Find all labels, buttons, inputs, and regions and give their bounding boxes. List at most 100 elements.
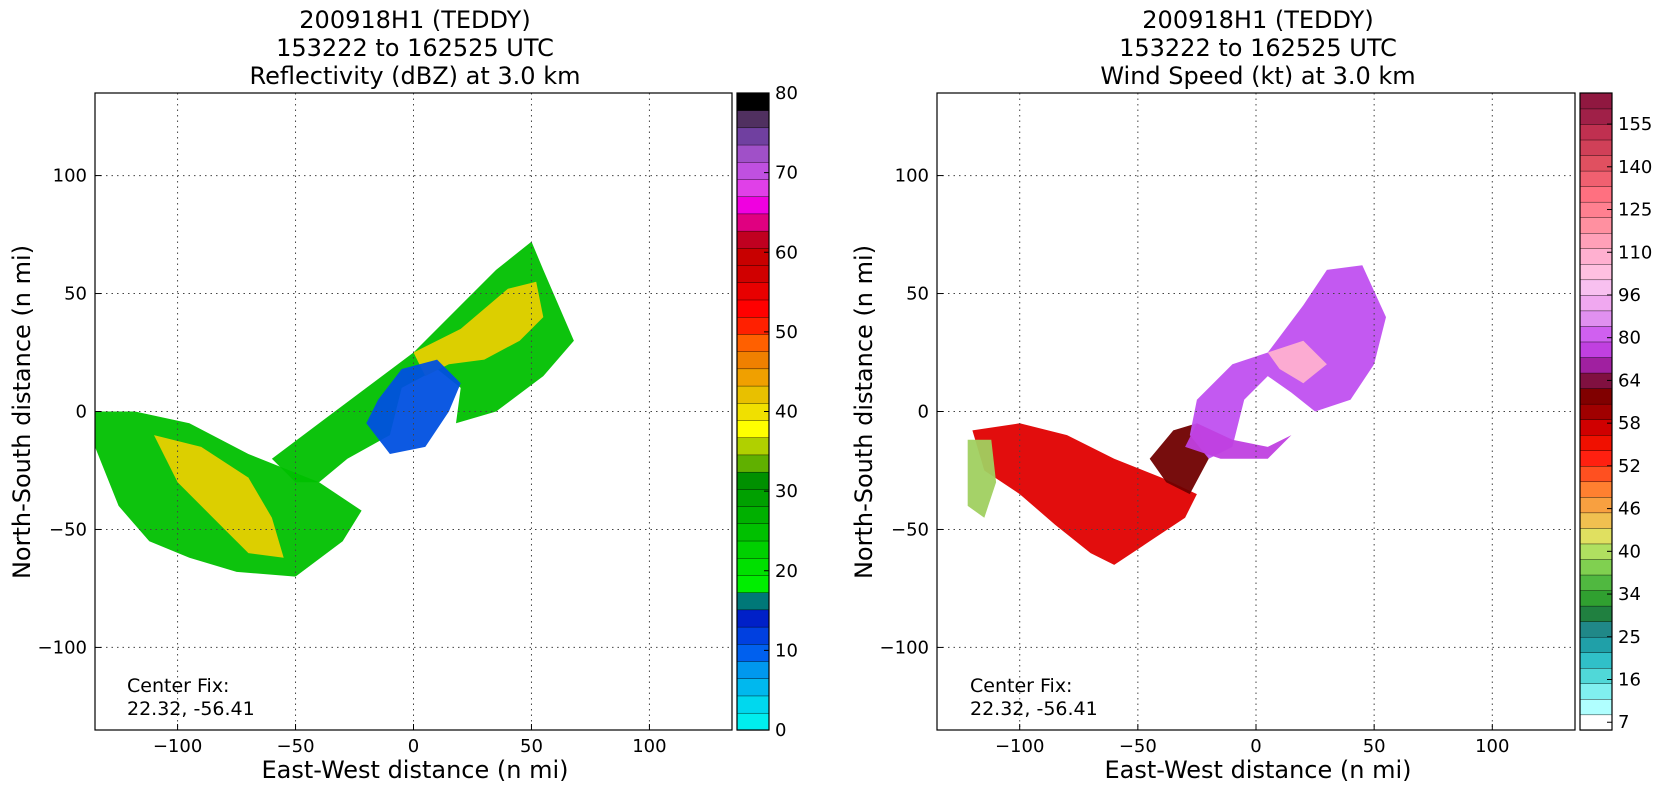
- reflectivity-xlabel: East-West distance (n mi): [261, 756, 568, 784]
- reflectivity-colorbar-swatch: [736, 161, 770, 180]
- reflectivity-colorbar-swatch: [736, 92, 770, 111]
- wind-colorbar-tick-label: 40: [1618, 541, 1641, 562]
- wind-colorbar-swatch: [1579, 154, 1613, 172]
- reflectivity-x-tick-label: 0: [408, 736, 419, 757]
- wind-colorbar-swatch: [1579, 636, 1613, 653]
- wind-colorbar-swatch: [1579, 652, 1613, 669]
- reflectivity-colorbar-swatch: [736, 540, 770, 559]
- wind-y-tick-label: 0: [918, 402, 929, 423]
- wind-colorbar-swatch: [1579, 481, 1613, 498]
- wind-colorbar-tick-label: 52: [1618, 456, 1641, 477]
- wind-x-tick-label: 50: [1363, 736, 1386, 757]
- wind-colorbar-swatch: [1579, 232, 1613, 249]
- wind-colorbar-tick-label: 25: [1618, 627, 1641, 648]
- wind-colorbar-swatch: [1579, 667, 1613, 684]
- reflectivity-colorbar-swatch: [736, 127, 770, 146]
- wind-colorbar-tick-label: 80: [1618, 328, 1641, 349]
- reflectivity-colorbar-swatch: [736, 592, 770, 611]
- wind-colorbar-tick-label: 7: [1618, 712, 1629, 733]
- wind-colorbar-swatch: [1579, 217, 1613, 234]
- wind-colorbar-swatch: [1579, 263, 1613, 281]
- wind-region-eye-ring-purple: [1185, 423, 1292, 459]
- wind-colorbar-tick-label: 140: [1618, 157, 1652, 178]
- wind-colorbar-swatch: [1579, 589, 1613, 607]
- wind-colorbar-swatch: [1579, 558, 1613, 576]
- reflectivity-colorbar-swatch: [736, 110, 770, 129]
- wind-x-tick-label: −100: [995, 736, 1044, 757]
- wind-colorbar-swatch: [1579, 108, 1613, 125]
- wind-colorbar-swatch: [1579, 419, 1613, 436]
- reflectivity-colorbar-swatch: [736, 230, 770, 249]
- reflectivity-colorbar-swatch: [736, 419, 770, 438]
- reflectivity-colorbar-tick-label: 10: [775, 640, 798, 661]
- wind-y-tick-label: −100: [880, 637, 929, 658]
- reflectivity-colorbar-swatch: [736, 178, 770, 197]
- wind-colorbar-swatch: [1579, 683, 1613, 700]
- wind-annotation-line-1: Center Fix:: [970, 675, 1072, 697]
- wind-colorbar-tick-label: 155: [1618, 114, 1652, 135]
- wind-colorbar-swatch: [1579, 123, 1613, 141]
- wind-colorbar-swatch: [1579, 698, 1613, 716]
- wind-colorbar-tick-label: 16: [1618, 670, 1641, 691]
- reflectivity-colorbar-swatch: [736, 385, 770, 404]
- reflectivity-plot-area: −100 −50 0 50 100 −100 −50 0 50 100: [38, 92, 733, 757]
- wind-colorbar-swatch: [1579, 186, 1613, 203]
- reflectivity-colorbar-swatch: [736, 351, 770, 370]
- wind-ylabel: North-South distance (n mi): [850, 245, 878, 579]
- wind-colorbar-tick-label: 58: [1618, 413, 1641, 434]
- wind-colorbar-swatch: [1579, 356, 1613, 374]
- reflectivity-x-tick-label: 100: [632, 736, 666, 757]
- reflectivity-colorbar-swatch: [736, 264, 770, 283]
- reflectivity-region-southwest-core: [154, 435, 284, 558]
- reflectivity-annotation-line-2: 22.32, -56.41: [127, 698, 255, 720]
- wind-speed-colorbar: 7 16 25 34 40 46 52 58 64 80 96 110 125 140 155: [1579, 92, 1652, 733]
- wind-colorbar-swatch: [1579, 496, 1613, 514]
- wind-region-southwest-green: [967, 439, 997, 518]
- reflectivity-colorbar-swatch: [736, 678, 770, 697]
- reflectivity-colorbar-swatch: [736, 299, 770, 318]
- reflectivity-colorbar-swatch: [736, 282, 770, 301]
- wind-colorbar-swatch: [1579, 294, 1613, 312]
- wind-colorbar-swatch: [1579, 92, 1613, 110]
- wind-colorbar-swatch: [1579, 139, 1613, 156]
- reflectivity-x-tick-label: −50: [277, 736, 315, 757]
- reflectivity-colorbar-swatch: [736, 471, 770, 490]
- reflectivity-colorbar-swatch: [736, 333, 770, 352]
- reflectivity-y-tick-label: 0: [76, 402, 87, 423]
- reflectivity-colorbar-swatch: [736, 437, 770, 456]
- reflectivity-colorbar-swatch: [736, 144, 770, 163]
- reflectivity-colorbar-swatch: [736, 643, 770, 662]
- reflectivity-title-line-2: 153222 to 162525 UTC: [276, 34, 554, 62]
- reflectivity-colorbar-tick-label: 80: [775, 83, 798, 104]
- reflectivity-colorbar: 0 10 20 30 40 50 60 70 80: [736, 83, 798, 741]
- reflectivity-annotation-line-1: Center Fix:: [127, 675, 229, 697]
- wind-colorbar-swatch: [1579, 527, 1613, 545]
- wind-colorbar-swatch: [1579, 387, 1613, 405]
- reflectivity-colorbar-tick-label: 20: [775, 561, 798, 582]
- reflectivity-region-northeast-core: [413, 281, 544, 377]
- wind-colorbar-swatch: [1579, 465, 1613, 483]
- reflectivity-panel: 200918H1 (TEDDY) 153222 to 162525 UTC Re…: [8, 6, 798, 784]
- wind-colorbar-swatch: [1579, 403, 1613, 420]
- reflectivity-colorbar-swatch: [736, 695, 770, 714]
- wind-colorbar-swatch: [1579, 450, 1613, 467]
- reflectivity-colorbar-swatch: [736, 247, 770, 266]
- wind-colorbar-tick-label: 125: [1618, 200, 1652, 221]
- wind-title-line-2: 153222 to 162525 UTC: [1119, 34, 1397, 62]
- wind-x-tick-label: 0: [1250, 736, 1261, 757]
- reflectivity-y-tick-label: 100: [53, 166, 87, 187]
- reflectivity-colorbar-swatch: [736, 213, 770, 232]
- reflectivity-colorbar-swatch: [736, 505, 770, 525]
- wind-colorbar-swatch: [1579, 574, 1613, 591]
- wind-colorbar-swatch: [1579, 621, 1613, 638]
- reflectivity-colorbar-tick-label: 50: [775, 322, 798, 343]
- reflectivity-y-tick-label: −50: [49, 519, 87, 540]
- wind-annotation-line-2: 22.32, -56.41: [970, 698, 1098, 720]
- wind-y-tick-label: 50: [906, 284, 929, 305]
- reflectivity-colorbar-swatch: [736, 368, 770, 387]
- reflectivity-y-tick-label: 50: [64, 284, 87, 305]
- wind-title-line-1: 200918H1 (TEDDY): [1142, 6, 1373, 34]
- wind-colorbar-tick-label: 46: [1618, 499, 1641, 520]
- reflectivity-colorbar-swatch: [736, 574, 770, 593]
